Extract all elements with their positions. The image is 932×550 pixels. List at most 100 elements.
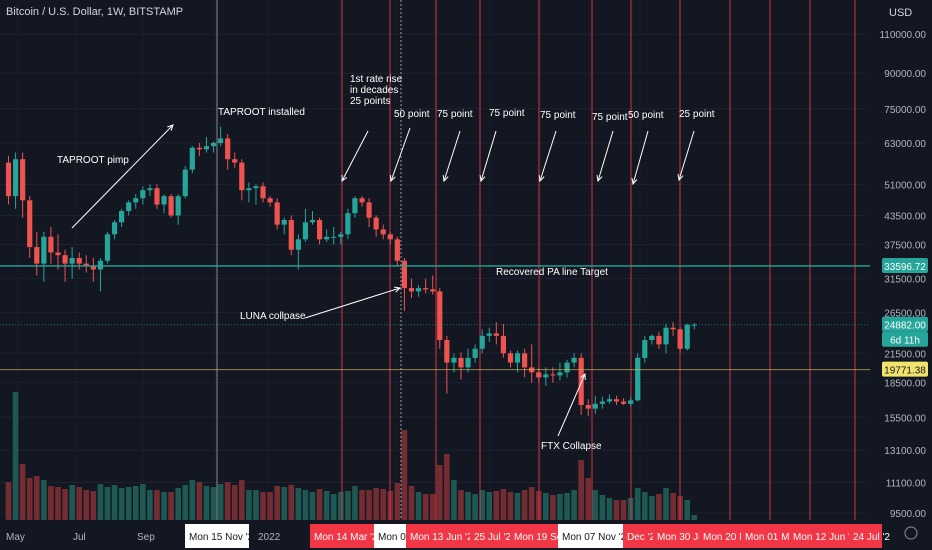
volume-bar [274,486,280,520]
volume-bar [600,495,606,520]
candle-body [621,402,626,404]
candle-body [352,198,357,213]
candle-body [91,267,96,270]
volume-bar [225,482,231,520]
candle-body [557,372,562,375]
candle-body [402,261,407,288]
annotation-rate-hike: 25 point [679,109,715,120]
candle-body [522,353,527,367]
candle-body [289,220,294,250]
price-tag-pa: 33596.72 [884,262,926,273]
volume-bar [571,490,577,520]
candle-body [366,202,371,217]
volume-bar [13,392,19,520]
candle-body [34,247,39,264]
volume-bar [557,494,563,520]
candle-body [154,188,159,204]
candle-body [282,220,287,225]
candle-body [197,148,202,150]
candle-body [338,234,343,236]
annotation-rate-hike: 75 point [540,110,576,121]
candle-body [267,198,272,202]
price-tick-label: 110000.00 [879,30,926,41]
volume-bar [614,500,620,520]
price-tick-label: 11100.00 [886,479,927,490]
candle-body [473,349,478,358]
volume-bar [239,480,245,520]
candle-body [501,336,506,353]
volume-bar [494,491,500,520]
volume-bar [338,492,344,520]
volume-bar [465,492,471,520]
volume-bar [529,487,535,520]
time-label-event: Mon 14 Mar '22 [314,532,384,543]
volume-bar [409,486,415,520]
volume-bar [204,486,210,520]
candle-body [586,405,591,409]
volume-bar [27,478,33,520]
volume-bar [168,492,174,520]
price-tick-label: 31500.00 [884,275,926,286]
candle-body [487,333,492,335]
volume-bar [211,487,217,520]
chart-title: Bitcoin / U.S. Dollar, 1W, BITSTAMP [6,6,183,18]
candle-body [550,374,555,375]
candle-body [494,333,499,335]
candle-body [140,190,145,198]
candle-body [119,211,124,222]
volume-bar [296,488,302,520]
candle-body [239,163,244,191]
volume-bar [98,484,104,520]
volume-bar [543,493,549,520]
volume-bar [317,489,323,520]
candle-body [374,218,379,230]
volume-bar [366,490,372,520]
volume-bar [289,485,295,520]
volume-bar [331,494,337,520]
candle-body [515,353,520,362]
volume-bar [55,487,61,520]
candle-body [317,220,322,239]
volume-bar [267,492,273,520]
price-tick-label: 13100.00 [884,446,926,457]
volume-bar [147,490,153,520]
candle-body [27,200,32,247]
candle-body [656,336,661,345]
candle-body [642,340,647,358]
annotation-pa-target: Recovered PA line Target [496,267,608,278]
candle-body [133,198,138,202]
candle-body [105,234,110,260]
volume-bar [175,488,181,520]
volume-bar [585,478,591,520]
time-tick-label: 2022 [258,532,281,543]
volume-bar [34,476,40,520]
candle-body [451,358,456,363]
candle-body [359,198,364,202]
volume-bar [430,494,436,520]
volume-bar [310,492,316,520]
volume-bar [161,492,167,520]
candle-body [98,261,103,270]
candle-body [444,340,449,363]
candle-body [204,146,209,149]
candle-body [416,288,421,291]
volume-bar [76,487,82,520]
volume-bar [69,485,75,520]
candle-body [465,358,470,368]
volume-bar [218,484,224,520]
candle-body [253,186,258,188]
volume-bar [593,490,599,520]
candle-body [388,234,393,239]
volume-bar [670,493,676,520]
volume-bar [380,489,386,520]
price-axis[interactable]: 110000.00 90000.00 75000.00 63000.00 51000.0… [870,0,932,539]
volume-bar [260,492,266,520]
candle-body [508,353,513,362]
volume-bar [444,454,450,520]
volume-bar [303,490,309,520]
price-tick-label: 15500.00 [884,413,926,424]
annotation-rate-hike: 50 point [394,109,430,120]
candle-body [409,288,414,291]
